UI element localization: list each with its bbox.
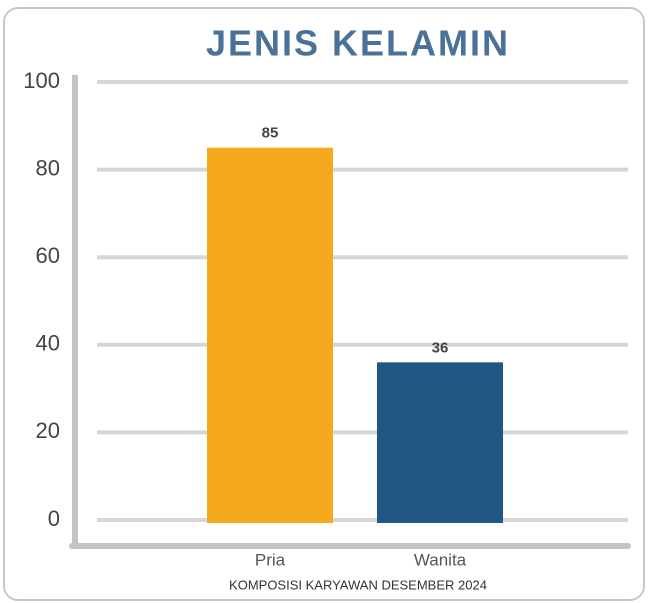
x-tick-label: Pria: [255, 550, 286, 569]
x-tick-label: Wanita: [414, 550, 467, 569]
data-label: 85: [262, 125, 279, 142]
data-label: 36: [432, 339, 449, 356]
y-tick-label: 40: [36, 331, 60, 356]
y-tick-label: 0: [48, 506, 60, 531]
y-tick-label: 80: [36, 155, 60, 180]
y-tick-label: 100: [23, 68, 60, 93]
x-axis-label: KOMPOSISI KARYAWAN DESEMBER 2024: [229, 577, 487, 592]
chart-title: JENIS KELAMIN: [206, 23, 510, 64]
y-tick-label: 20: [36, 418, 60, 443]
bar: [207, 147, 333, 523]
y-tick-label: 60: [36, 243, 60, 268]
bar: [377, 362, 503, 523]
